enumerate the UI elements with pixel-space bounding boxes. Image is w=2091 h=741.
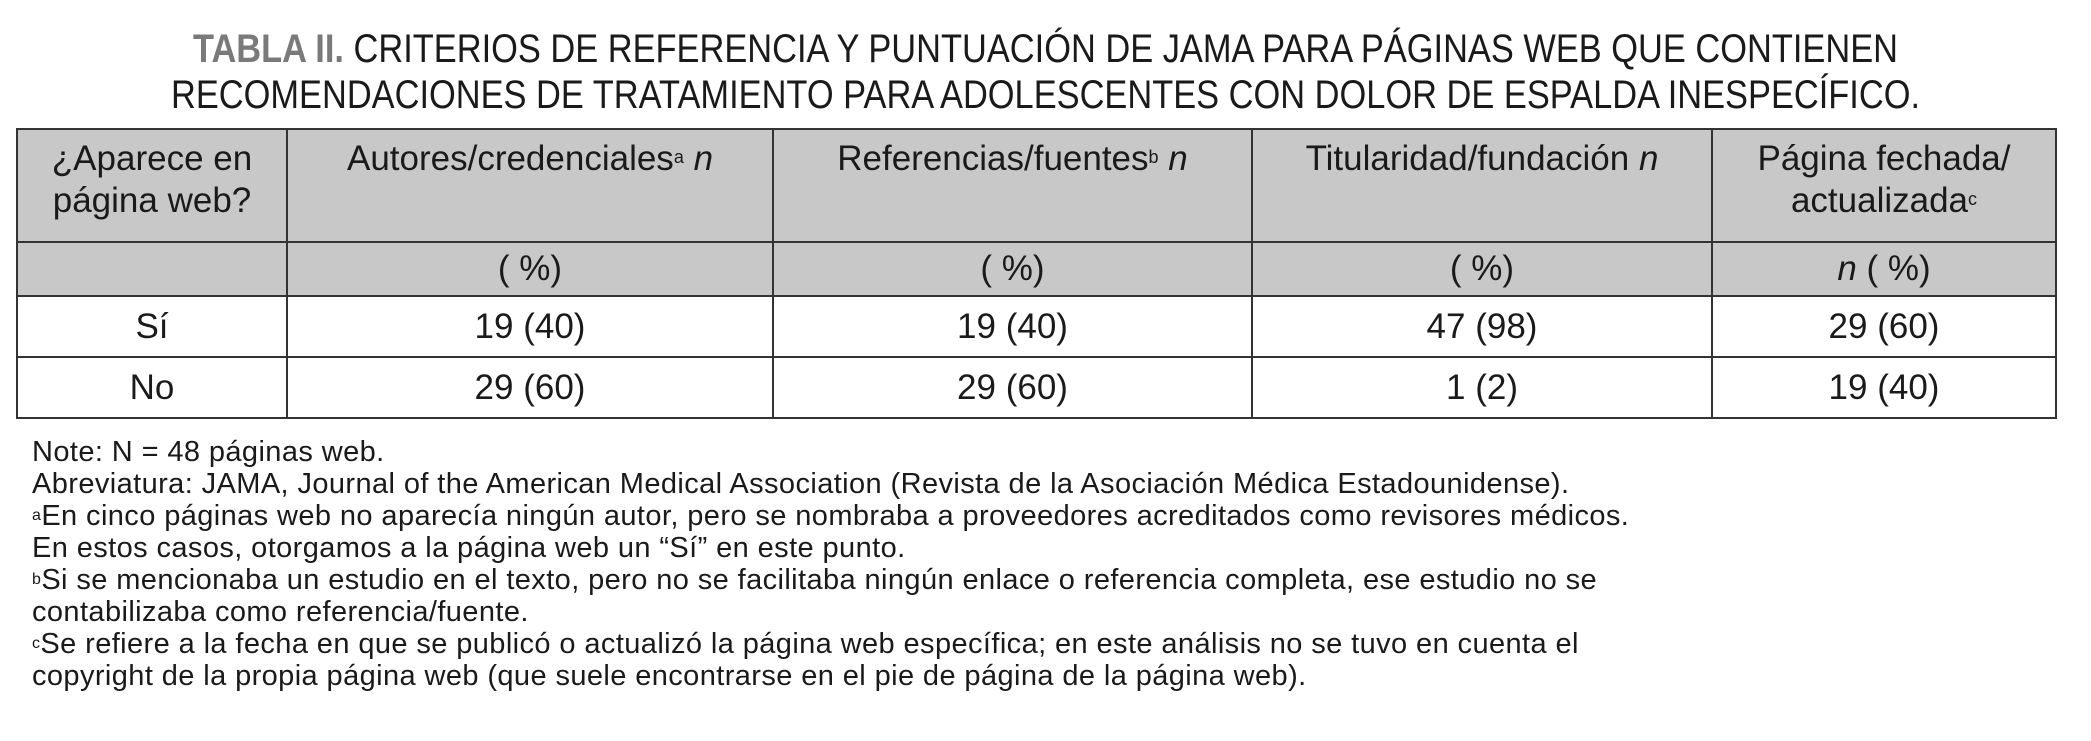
header-cell: Referencias/fuentesb n [772,128,1253,243]
row-label: Sí [16,295,288,358]
table-cell: 47 (98) [1251,295,1713,358]
row-label: No [16,356,288,419]
footnote-b-cont: contabilizaba como referencia/fuente. [32,596,529,628]
table-cell: 19 (40) [286,295,774,358]
table-cell: 1 (2) [1251,356,1713,419]
footnote-b: bSi se mencionaba un estudio en el texto… [32,564,1598,596]
table-label: TABLA II. [192,27,344,71]
title-line-2: RECOMENDACIONES DE TRATAMIENTO PARA ADOL… [170,73,1921,117]
table-cell: 19 (40) [772,295,1253,358]
subheader-cell [16,241,288,297]
footnote-a-cont: En estos casos, otorgamos a la página we… [32,532,906,564]
header-cell: Titularidad/fundación n [1251,128,1713,243]
table-cell: 19 (40) [1711,356,2057,419]
table-title: TABLA II. CRITERIOS DE REFERENCIA Y PUNT… [0,26,2091,118]
subheader-cell: n ( %) [1711,241,2057,297]
table-cell: 29 (60) [1711,295,2057,358]
footnote-a: aEn cinco páginas web no aparecía ningún… [32,500,1630,532]
subheader-cell: ( %) [286,241,774,297]
header-cell: Página fechada/ actualizadac [1711,128,2057,243]
note-n: Note: N = 48 páginas web. [32,436,385,468]
jama-criteria-table: ¿Aparece en página web? Autores/credenci… [16,128,2057,419]
table-cell: 29 (60) [286,356,774,419]
footnote-c: cSe refiere a la fecha en que se publicó… [32,628,1579,660]
table-row: No 29 (60) 29 (60) 1 (2) 19 (40) [16,356,2057,419]
header-row: ¿Aparece en página web? Autores/credenci… [16,128,2057,243]
subheader-row: ( %) ( %) ( %) n ( %) [16,241,2057,297]
title-text: CRITERIOS DE REFERENCIA Y PUNTUACIÓN DE … [353,27,1898,71]
subheader-cell: ( %) [772,241,1253,297]
header-cell: Autores/credencialesa n [286,128,774,243]
note-abbreviation: Abreviatura: JAMA, Journal of the Americ… [32,468,1570,500]
header-cell: ¿Aparece en página web? [16,128,288,243]
table-notes: Note: N = 48 páginas web. Abreviatura: J… [32,436,2072,692]
subheader-cell: ( %) [1251,241,1713,297]
table-cell: 29 (60) [772,356,1253,419]
table-row: Sí 19 (40) 19 (40) 47 (98) 29 (60) [16,295,2057,358]
title-line-1: TABLA II. CRITERIOS DE REFERENCIA Y PUNT… [146,26,1944,72]
footnote-c-cont: copyright de la propia página web (que s… [32,660,1307,692]
